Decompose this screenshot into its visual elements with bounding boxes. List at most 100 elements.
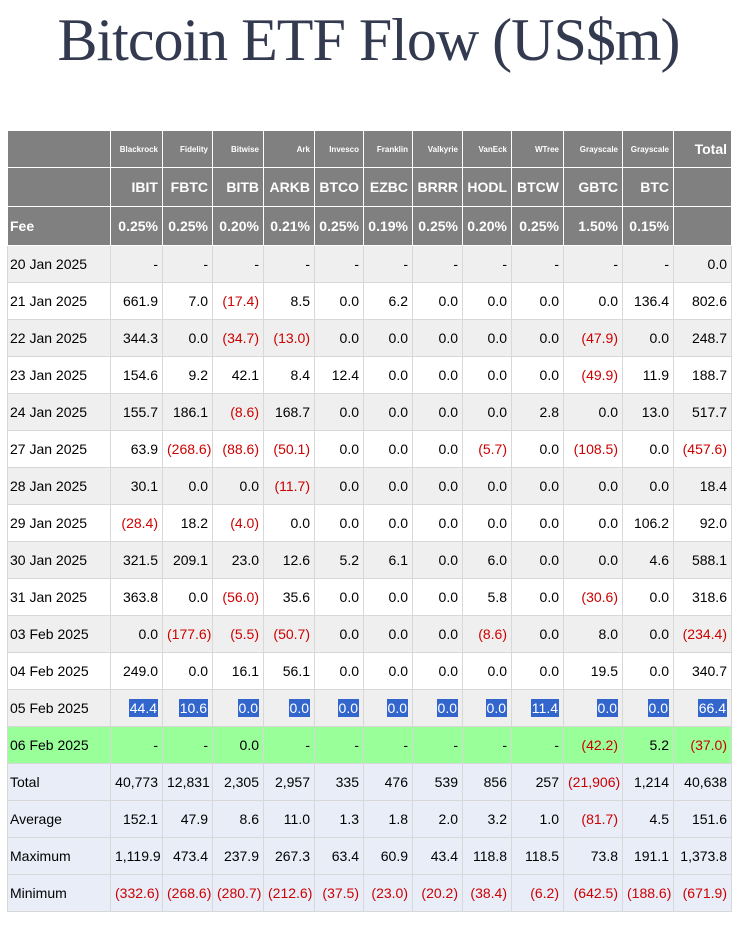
summary-cell: (81.7) [563, 800, 623, 838]
fee-cell: 0.21% [263, 206, 315, 246]
flow-cell-text: (268.6) [167, 441, 212, 457]
fee-label-text: Fee [10, 218, 35, 234]
fee-cell: 0.25% [412, 206, 463, 246]
table-row: 28 Jan 2025 30.1 0.0 0.0 (11.7) 0.0 0.0 0.0 0.0 0… [7, 467, 732, 505]
date-cell: 29 Jan 2025 [7, 504, 111, 542]
table-row: 05 Feb 2025 44.4 10.6 0.0 0.0 0.0 0.0 0.0 0.0 11.… [7, 689, 732, 727]
flow-cell: 0.0 [314, 504, 364, 542]
summary-cell-text: 1,373.8 [680, 848, 727, 864]
flow-cell: 0.0 [462, 504, 512, 542]
summary-cell: 267.3 [263, 837, 315, 875]
flow-cell-text: 6.0 [487, 552, 507, 568]
flow-cell-text: 4.6 [649, 552, 669, 568]
summary-cell: 335 [314, 763, 364, 801]
flow-cell-text: - [453, 737, 458, 753]
issuer-header-text: Blackrock [119, 144, 158, 154]
issuer-header-text: WTree [534, 144, 559, 154]
summary-cell-text: 60.9 [380, 848, 408, 864]
flow-cell-text: 0.0 [539, 552, 559, 568]
issuer-header-text: Fidelity [179, 144, 208, 154]
ticker-header-text: EZBC [369, 179, 408, 195]
flow-cell-text: 0.0 [539, 441, 559, 457]
flow-cell: 0.0 [412, 430, 463, 468]
flow-cell: 0.0 [622, 652, 674, 690]
flow-cell: (37.0) [673, 726, 732, 764]
summary-cell: 2,305 [212, 763, 264, 801]
summary-cell-text: 43.4 [430, 848, 458, 864]
ticker-header-text: HODL [467, 179, 507, 195]
issuer-header: Blackrock [110, 130, 163, 168]
flow-cell: 0.0 [363, 430, 413, 468]
date-cell: 30 Jan 2025 [7, 541, 111, 579]
flow-cell-text: - [554, 737, 559, 753]
flow-cell-text: 0.0 [188, 478, 208, 494]
flow-cell-text: 0.0 [649, 663, 669, 679]
fee-cell-text: 0.25% [319, 218, 359, 234]
flow-cell-text: - [305, 256, 310, 272]
summary-cell-text: 539 [434, 774, 458, 790]
flow-cell: (88.6) [212, 430, 264, 468]
flow-cell: 154.6 [110, 356, 163, 394]
flow-cell-text: 12.4 [331, 367, 359, 383]
flow-cell: 0.0 [511, 467, 564, 505]
flow-cell: 0.0 [462, 652, 512, 690]
flow-cell: (8.6) [212, 393, 264, 431]
flow-cell: (34.7) [212, 319, 264, 357]
date-cell: 22 Jan 2025 [7, 319, 111, 357]
fee-cell: 0.20% [212, 206, 264, 246]
summary-cell: (268.6) [162, 874, 213, 912]
flow-cell-text: 5.8 [487, 589, 507, 605]
date-cell: 23 Jan 2025 [7, 356, 111, 394]
flow-cell-text: 209.1 [172, 552, 208, 568]
flow-cell-text: - [613, 256, 618, 272]
flow-cell: 321.5 [110, 541, 163, 579]
flow-cell: 0.0 [314, 615, 364, 653]
flow-cell-text: 0.0 [539, 663, 559, 679]
summary-cell-text: 1.8 [388, 811, 408, 827]
date-cell: 04 Feb 2025 [7, 652, 111, 690]
flow-cell-text: 0.0 [438, 663, 458, 679]
flow-cell-text: - [554, 256, 559, 272]
summary-cell-text: (671.9) [682, 885, 727, 901]
summary-cell-text: 12,831 [167, 774, 210, 790]
fee-cell-text: 1.50% [578, 218, 618, 234]
flow-cell: 0.0 [511, 430, 564, 468]
flow-cell-text: 0.0 [649, 626, 669, 642]
flow-cell: (5.5) [212, 615, 264, 653]
summary-cell-text: 2,957 [274, 774, 310, 790]
summary-cell: 1,214 [622, 763, 674, 801]
flow-cell-text: (50.7) [273, 626, 310, 642]
flow-cell: - [314, 726, 364, 764]
flow-cell: 16.1 [212, 652, 264, 690]
flow-cell: 23.0 [212, 541, 264, 579]
fee-cell: 1.50% [563, 206, 623, 246]
issuer-header-text: Bitwise [230, 144, 259, 154]
summary-cell-text: 118.5 [525, 848, 559, 864]
flow-cell-text: 19.5 [590, 663, 618, 679]
fee-cell: 0.25% [162, 206, 213, 246]
flow-cell-text: 2.8 [539, 404, 559, 420]
summary-cell: (21,906) [563, 763, 623, 801]
flow-cell: (56.0) [212, 578, 264, 616]
summary-cell-text: 2.0 [438, 811, 458, 827]
flow-cell-text: 8.0 [598, 626, 618, 642]
date-cell: 21 Jan 2025 [7, 282, 111, 320]
summary-cell-text: (37.5) [322, 885, 359, 901]
flow-cell-text: 30.1 [130, 478, 158, 494]
flow-cell: 0.0 [110, 615, 163, 653]
summary-label-text: Total [10, 774, 40, 790]
flow-cell-text: 0.0 [388, 478, 408, 494]
summary-cell-text: 151.6 [691, 811, 727, 827]
summary-cell: 476 [363, 763, 413, 801]
flow-cell-text: 0.0 [237, 699, 259, 717]
flow-cell-text: 0.0 [596, 699, 618, 717]
total-header: Total [673, 130, 732, 168]
summary-cell: (23.0) [363, 874, 413, 912]
flow-cell: 0.0 [412, 615, 463, 653]
flow-cell: 66.4 [673, 689, 732, 727]
date-cell: 24 Jan 2025 [7, 393, 111, 431]
summary-cell-text: (268.6) [167, 885, 212, 901]
summary-cell-text: 335 [335, 774, 359, 790]
summary-cell: 1,373.8 [673, 837, 732, 875]
flow-cell-text: (234.4) [682, 626, 727, 642]
